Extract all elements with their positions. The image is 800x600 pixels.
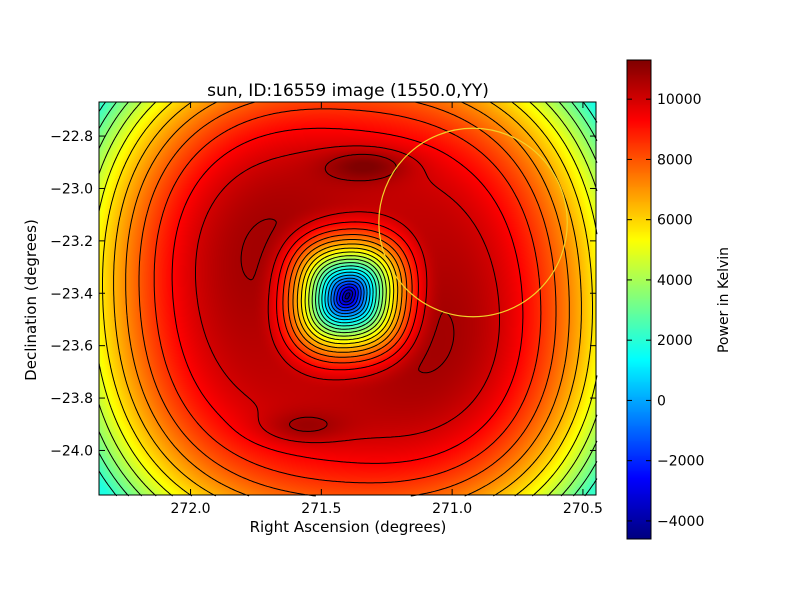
contour-line-20 — [195, 145, 500, 444]
contour-line-18 — [153, 108, 542, 484]
plot-area — [98, 101, 598, 497]
x-tick-label-3: 270.5 — [563, 501, 603, 517]
colorbar-label: Power in Kelvin — [716, 247, 732, 353]
contour-line-0 — [344, 292, 351, 300]
x-tick-label-1: 271.5 — [301, 501, 341, 517]
x-axis-label: Right Ascension (degrees) — [250, 518, 447, 536]
y-tick-label-1: −23.0 — [50, 181, 93, 197]
colorbar-tick-label-6: 8000 — [657, 152, 693, 168]
contour-line-17 — [138, 101, 557, 497]
y-tick-label-6: −24.0 — [50, 443, 93, 459]
colorbar-tick-label-2: 0 — [657, 393, 666, 409]
y-tick-label-2: −23.2 — [50, 234, 93, 250]
colorbar: −4000 −2000 0 2000 4000 6000 8000 10000 Power i… — [626, 59, 732, 540]
y-tick-label-4: −23.6 — [50, 339, 93, 355]
contour-line-10 — [98, 101, 598, 497]
colorbar-gradient-wrapper — [627, 60, 651, 539]
contour-line-15 — [113, 101, 582, 497]
contour-line-2 — [339, 286, 356, 306]
contour-line-12 — [98, 101, 598, 497]
colorbar-frame — [626, 59, 652, 540]
colorbar-tick-label-5: 6000 — [657, 213, 693, 229]
x-tick-label-0: 272.0 — [171, 501, 211, 517]
colorbar-tick-label-4: 4000 — [657, 273, 693, 289]
y-axis: −22.8 −23.0 −23.2 −23.4 −23.6 −23.8 −24.0 — [50, 129, 596, 459]
colorbar-tick-label-1: −2000 — [657, 454, 704, 470]
contour-line-19 — [171, 127, 524, 464]
colorbar-ticks: −4000 −2000 0 2000 4000 6000 8000 10000 — [627, 92, 704, 530]
y-tick-label-5: −23.8 — [50, 391, 93, 407]
contour-line-5 — [330, 277, 365, 315]
contour-line-16 — [125, 101, 570, 497]
plot-frame — [98, 101, 597, 496]
y-axis-label: Declination (degrees) — [22, 219, 40, 381]
contour-line-9 — [98, 101, 598, 497]
contour-line-14 — [102, 101, 593, 497]
contour-line-21 — [240, 153, 455, 432]
y-tick-label-3: −23.4 — [50, 286, 93, 302]
contour-line-8 — [321, 268, 374, 324]
colorbar-gradient — [627, 60, 651, 539]
chart-title: sun, ID:16559 image (1550.0,YY) — [207, 81, 489, 101]
contour-line-7 — [324, 271, 371, 321]
colorbar-tick-label-3: 2000 — [657, 333, 693, 349]
sun-disk-circle — [378, 127, 568, 318]
contour-line-6 — [327, 274, 368, 318]
colorbar-tick-label-0: −4000 — [657, 514, 704, 530]
contour-line-11 — [98, 101, 598, 497]
contour-line-3 — [336, 283, 359, 309]
colorbar-tick-label-7: 10000 — [657, 92, 702, 108]
contour-line-4 — [333, 280, 362, 312]
x-tick-label-2: 271.0 — [432, 501, 472, 517]
contour-line-1 — [341, 289, 354, 303]
y-tick-label-0: −22.8 — [50, 129, 93, 145]
x-axis: 272.0 271.5 271.0 270.5 — [171, 102, 603, 517]
contour-lines — [98, 101, 598, 497]
